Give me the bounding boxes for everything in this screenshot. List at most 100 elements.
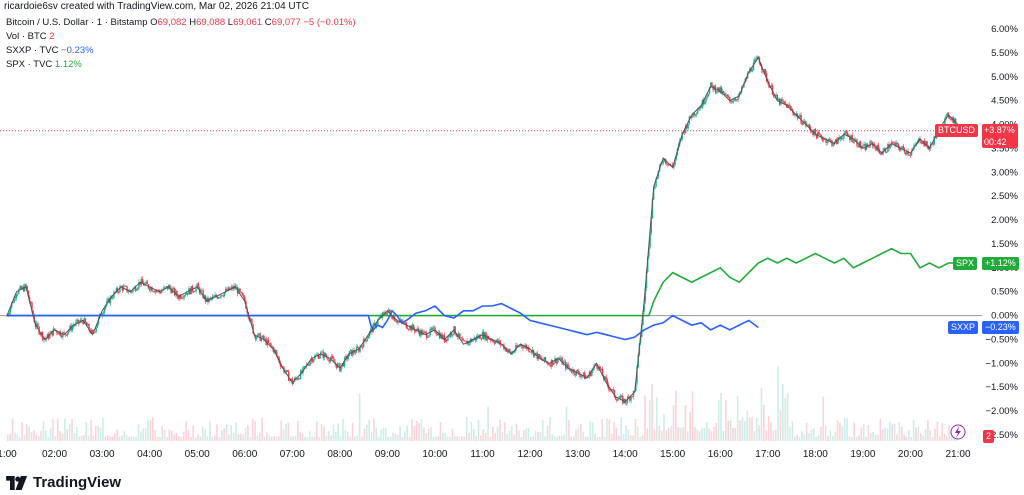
btc-candle xyxy=(516,345,518,348)
btc-candle xyxy=(616,399,618,401)
volume-bar xyxy=(90,420,92,441)
volume-bar xyxy=(598,436,601,441)
btc-candle xyxy=(686,125,688,129)
btc-candle xyxy=(103,308,106,313)
btc-candle xyxy=(50,330,52,334)
volume-bar xyxy=(579,423,582,441)
btc-candle xyxy=(530,351,532,353)
volume-bar xyxy=(163,429,166,441)
btc-candle xyxy=(897,144,900,148)
volume-bar xyxy=(349,436,351,441)
btc-candle xyxy=(549,364,551,367)
volume-bar xyxy=(285,423,287,441)
btc-candle xyxy=(783,101,786,104)
volume-bar xyxy=(751,417,753,441)
volume-bar xyxy=(425,433,428,441)
volume-bar xyxy=(696,429,699,441)
lightning-icon[interactable] xyxy=(950,424,966,440)
volume-bar xyxy=(779,410,782,441)
volume-bar xyxy=(492,427,494,441)
legend-change: −5 (−0.01%) xyxy=(303,17,356,28)
volume-bar xyxy=(513,434,516,441)
y-tick-label: −0.50% xyxy=(986,334,1019,345)
btc-candle xyxy=(435,332,437,335)
btc-candle xyxy=(534,353,536,357)
btc-candle xyxy=(269,342,271,344)
volume-bar xyxy=(732,427,734,441)
btc-candle xyxy=(22,286,25,292)
volume-bar xyxy=(822,396,825,441)
btc-candle xyxy=(392,316,395,320)
volume-bar xyxy=(404,431,406,441)
volume-bar xyxy=(56,418,59,441)
volume-bar xyxy=(385,427,387,441)
volume-bar xyxy=(530,436,532,441)
x-tick-label: 14:00 xyxy=(613,449,638,460)
btc-candle xyxy=(15,294,18,299)
volume-bar xyxy=(808,432,810,441)
btc-candle xyxy=(328,360,330,362)
y-tick-label: 4.50% xyxy=(991,96,1018,107)
volume-bar xyxy=(118,436,121,441)
btc-candle xyxy=(885,152,888,153)
legend-sxxp[interactable]: SXXP · TVC −0.23% xyxy=(6,45,94,56)
volume-bar xyxy=(311,436,313,441)
legend-spx[interactable]: SPX · TVC 1.12% xyxy=(6,59,82,70)
btc-candle xyxy=(39,334,41,335)
volume-bar xyxy=(886,428,889,441)
btc-candle xyxy=(755,58,757,60)
btc-candle xyxy=(202,290,204,299)
btc-candle xyxy=(80,319,82,322)
btc-candle xyxy=(705,97,707,102)
legend-low: L69,061 xyxy=(227,17,263,28)
volume-bar xyxy=(47,436,50,441)
volume-bar xyxy=(187,430,190,441)
volume-bar xyxy=(396,434,399,441)
btc-candle xyxy=(695,113,698,115)
volume-bar xyxy=(815,436,817,441)
btc-candle xyxy=(27,290,30,297)
volume-bar xyxy=(515,423,518,441)
btc-candle xyxy=(556,359,559,364)
btc-candle xyxy=(496,339,498,342)
volume-bar xyxy=(330,435,332,441)
btc-candle xyxy=(563,361,566,363)
tradingview-brand[interactable]: TradingView xyxy=(6,474,121,491)
volume-bar xyxy=(741,417,744,441)
btc-candle xyxy=(756,56,758,59)
btc-candle xyxy=(333,358,335,363)
btc-candle xyxy=(335,363,337,368)
legend-main[interactable]: Bitcoin / U.S. Dollar · 1 · Bitstamp O69… xyxy=(6,17,356,28)
volume-bar xyxy=(323,426,325,441)
btc-candle xyxy=(815,133,818,139)
volume-bar xyxy=(677,427,680,441)
btc-candle xyxy=(801,123,803,125)
volume-bar xyxy=(829,430,832,441)
volume-bar xyxy=(45,430,47,441)
btc-candle xyxy=(750,68,752,72)
volume-bar xyxy=(893,423,896,441)
btc-candle xyxy=(708,87,711,94)
volume-bar xyxy=(862,423,865,441)
volume-bar xyxy=(71,419,73,441)
volume-bar xyxy=(420,418,423,441)
volume-bar xyxy=(244,428,247,441)
volume-bar xyxy=(35,435,38,441)
btc-candle xyxy=(260,337,263,341)
legend-close: C69,077 xyxy=(264,17,301,28)
volume-bar xyxy=(37,436,40,441)
btc-candle xyxy=(944,118,946,126)
btc-candle xyxy=(90,329,93,334)
btc-candle xyxy=(497,339,499,343)
btc-candle xyxy=(291,378,293,385)
volume-bar xyxy=(389,436,392,441)
btc-candle xyxy=(901,146,903,149)
legend-vol[interactable]: Vol · BTC 2 xyxy=(6,31,55,42)
btc-candle xyxy=(308,365,310,366)
volume-bar xyxy=(522,430,525,441)
btc-candle xyxy=(365,340,367,342)
btc-candle xyxy=(58,331,61,335)
btc-candle xyxy=(845,131,847,133)
volume-bar xyxy=(691,391,694,441)
